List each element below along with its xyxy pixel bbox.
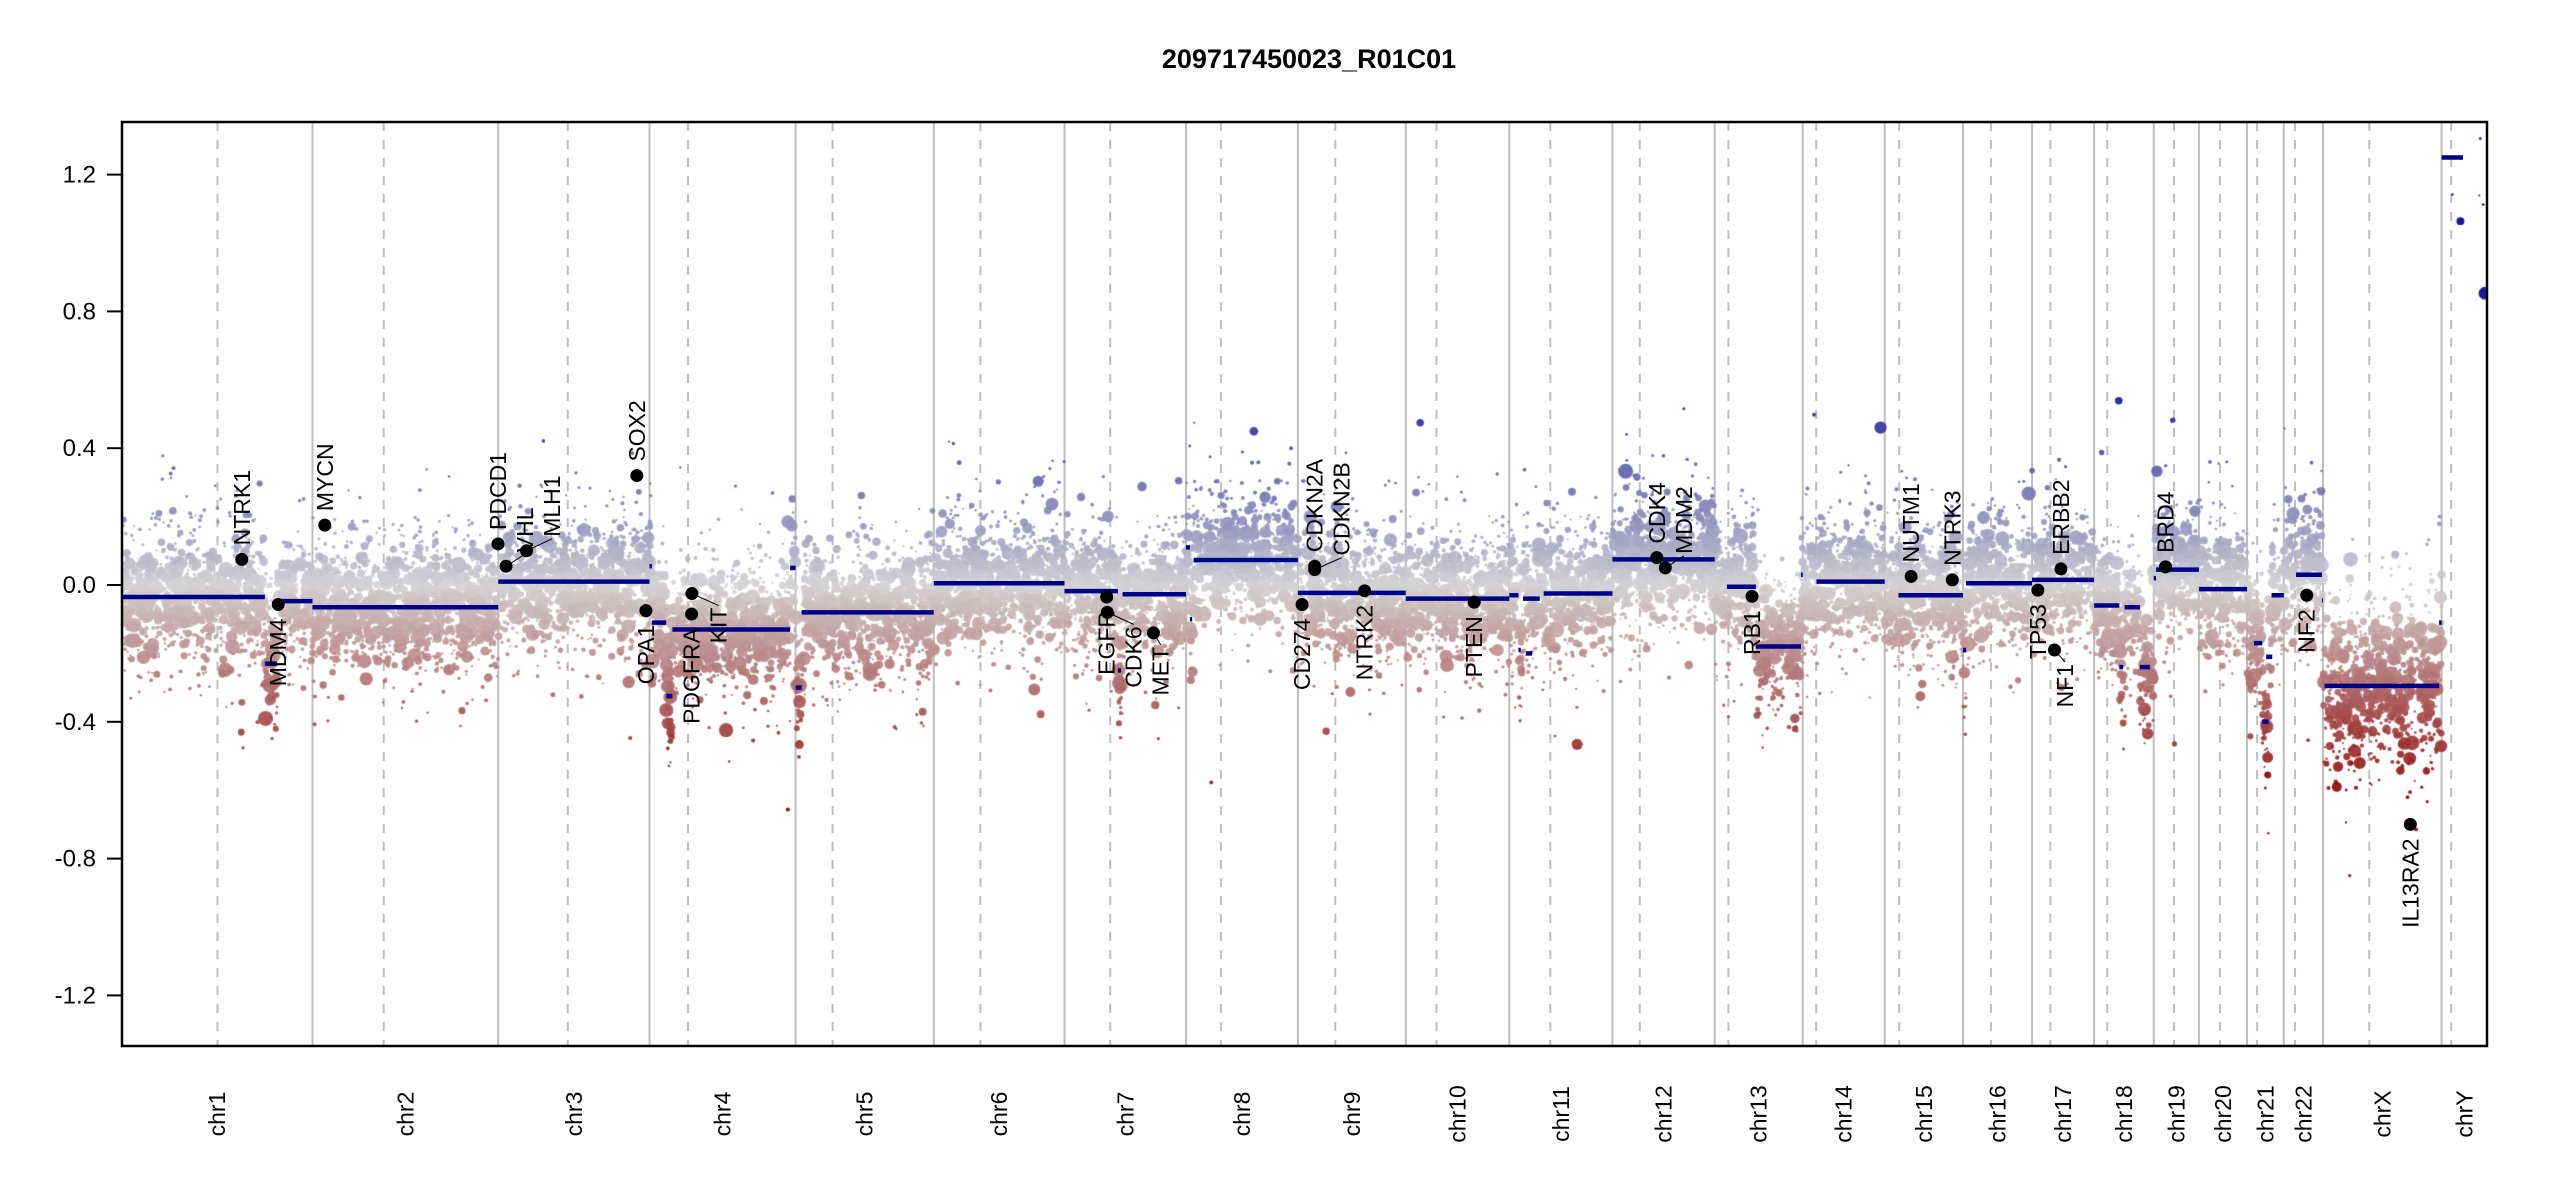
- gene-point: [1358, 584, 1372, 598]
- gene-point: [685, 607, 699, 621]
- gene-point: [2159, 560, 2173, 574]
- gene-point: [2031, 583, 2045, 597]
- gene-label: MET: [1148, 647, 1174, 696]
- gene-point: [2300, 588, 2314, 602]
- gene-point: [639, 604, 653, 618]
- gene-label: NTRK2: [1352, 605, 1378, 680]
- chromosome-label: chrY: [2451, 1090, 2477, 1137]
- gene-label: EGFR: [1094, 611, 1120, 675]
- gene-point: [1650, 551, 1664, 565]
- y-tick-label: -0.4: [55, 709, 96, 736]
- chromosome-label: chr16: [1985, 1085, 2011, 1143]
- chromosome-label: chr8: [1229, 1092, 1255, 1137]
- gene-label-leader: [1152, 632, 1162, 646]
- chart-title: 209717450023_R01C01: [1161, 44, 1457, 74]
- gene-label: CDKN2B: [1329, 462, 1355, 555]
- gene-label: MDM2: [1671, 486, 1697, 554]
- chromosome-label: chr18: [2111, 1085, 2137, 1143]
- chromosome-label: chr12: [1651, 1085, 1677, 1143]
- gene-point: [318, 518, 332, 532]
- gene-point: [1904, 569, 1918, 583]
- chromosome-label: chr5: [852, 1092, 878, 1137]
- chromosome-label: chr10: [1445, 1085, 1471, 1143]
- gene-point: [2054, 562, 2068, 576]
- gene-label: PTEN: [1461, 616, 1487, 677]
- gene-point: [1467, 595, 1481, 609]
- gene-label: CDK4: [1644, 482, 1670, 544]
- y-tick-label: 1.2: [63, 162, 96, 189]
- gene-point: [1745, 589, 1759, 603]
- gene-label: NTRK1: [229, 470, 255, 545]
- chromosome-label: chr2: [392, 1092, 418, 1137]
- gene-label: TP53: [2025, 604, 2051, 659]
- chromosome-label: chr4: [710, 1091, 736, 1136]
- gene-point: [235, 552, 249, 566]
- chromosome-label: chr20: [2210, 1085, 2236, 1143]
- chromosome-label: chr3: [561, 1092, 587, 1137]
- y-axis: -1.2 -0.8 -0.4 0.0 0.4 0.8 1.2: [55, 162, 122, 1009]
- gene-label: CD274: [1289, 618, 1315, 690]
- chromosome-label: chr21: [2252, 1085, 2278, 1143]
- chromosome-label: chr15: [1911, 1085, 1937, 1143]
- gene-point: [1100, 590, 1114, 604]
- gene-label: CDK6: [1121, 626, 1147, 687]
- gene-label: RB1: [1739, 610, 1765, 655]
- y-tick-label: -1.2: [55, 982, 96, 1009]
- gene-label: PDCD1: [485, 452, 511, 530]
- gene-label: MYCN: [312, 443, 338, 511]
- gene-label: IL13RA2: [2397, 838, 2423, 928]
- gene-label: NF1: [2052, 664, 2078, 707]
- gene-label: PDGFRA: [679, 627, 705, 724]
- gene-label-leader: [505, 553, 526, 567]
- gene-point: [630, 469, 644, 483]
- gene-label: ERBB2: [2048, 479, 2074, 554]
- gene-point: [1295, 597, 1309, 611]
- chromosome-label: chr7: [1112, 1092, 1138, 1137]
- y-tick-label: 0.4: [63, 435, 96, 462]
- plot-frame: [120, 120, 2489, 1048]
- gene-label: SOX2: [624, 400, 650, 461]
- gene-label: BRD4: [2153, 491, 2179, 553]
- gene-label-leader: [2054, 649, 2066, 663]
- gene-label: NF2: [2294, 609, 2320, 652]
- gene-label-leader: [1665, 555, 1685, 569]
- gene-label: NTRK3: [1939, 490, 1965, 565]
- gene-label: CDKN2A: [1302, 458, 1328, 552]
- chromosome-label: chr19: [2163, 1085, 2189, 1143]
- chromosome-label: chr11: [1548, 1086, 1574, 1142]
- chromosome-label: chr6: [986, 1092, 1012, 1137]
- chromosome-label: chr17: [2050, 1085, 2076, 1143]
- chromosome-label: chr1: [204, 1092, 230, 1137]
- gene-label: NUTM1: [1898, 483, 1924, 562]
- y-tick-label: -0.8: [55, 846, 96, 873]
- y-tick-label: 0.8: [63, 298, 96, 325]
- chromosome-label: chr9: [1339, 1092, 1365, 1137]
- gene-label-leader: [526, 538, 553, 552]
- gene-label-leader: [1314, 557, 1342, 571]
- y-tick-label: 0.0: [63, 572, 96, 599]
- gene-label: OPA1: [633, 625, 659, 685]
- x-axis: chr1 chr2 chr3 chr4 chr5 chr6 chr7 chr8 chr9 chr1…: [204, 1085, 2477, 1143]
- gene-point: [2403, 817, 2417, 831]
- gene-label: KIT: [706, 608, 732, 644]
- gene-point: [491, 537, 505, 551]
- chromosome-label: chrX: [2369, 1090, 2395, 1137]
- gene-point: [1945, 573, 1959, 587]
- gene-label: MDM4: [265, 618, 291, 686]
- chromosome-label: chr13: [1746, 1085, 1772, 1143]
- chromosome-label: chr14: [1831, 1085, 1857, 1143]
- gene-point: [271, 597, 285, 611]
- gene-label-leader: [1107, 611, 1134, 625]
- chromosome-label: chr22: [2290, 1085, 2316, 1143]
- gene-label: MLH1: [539, 475, 565, 536]
- gene-label-leader: [691, 593, 719, 607]
